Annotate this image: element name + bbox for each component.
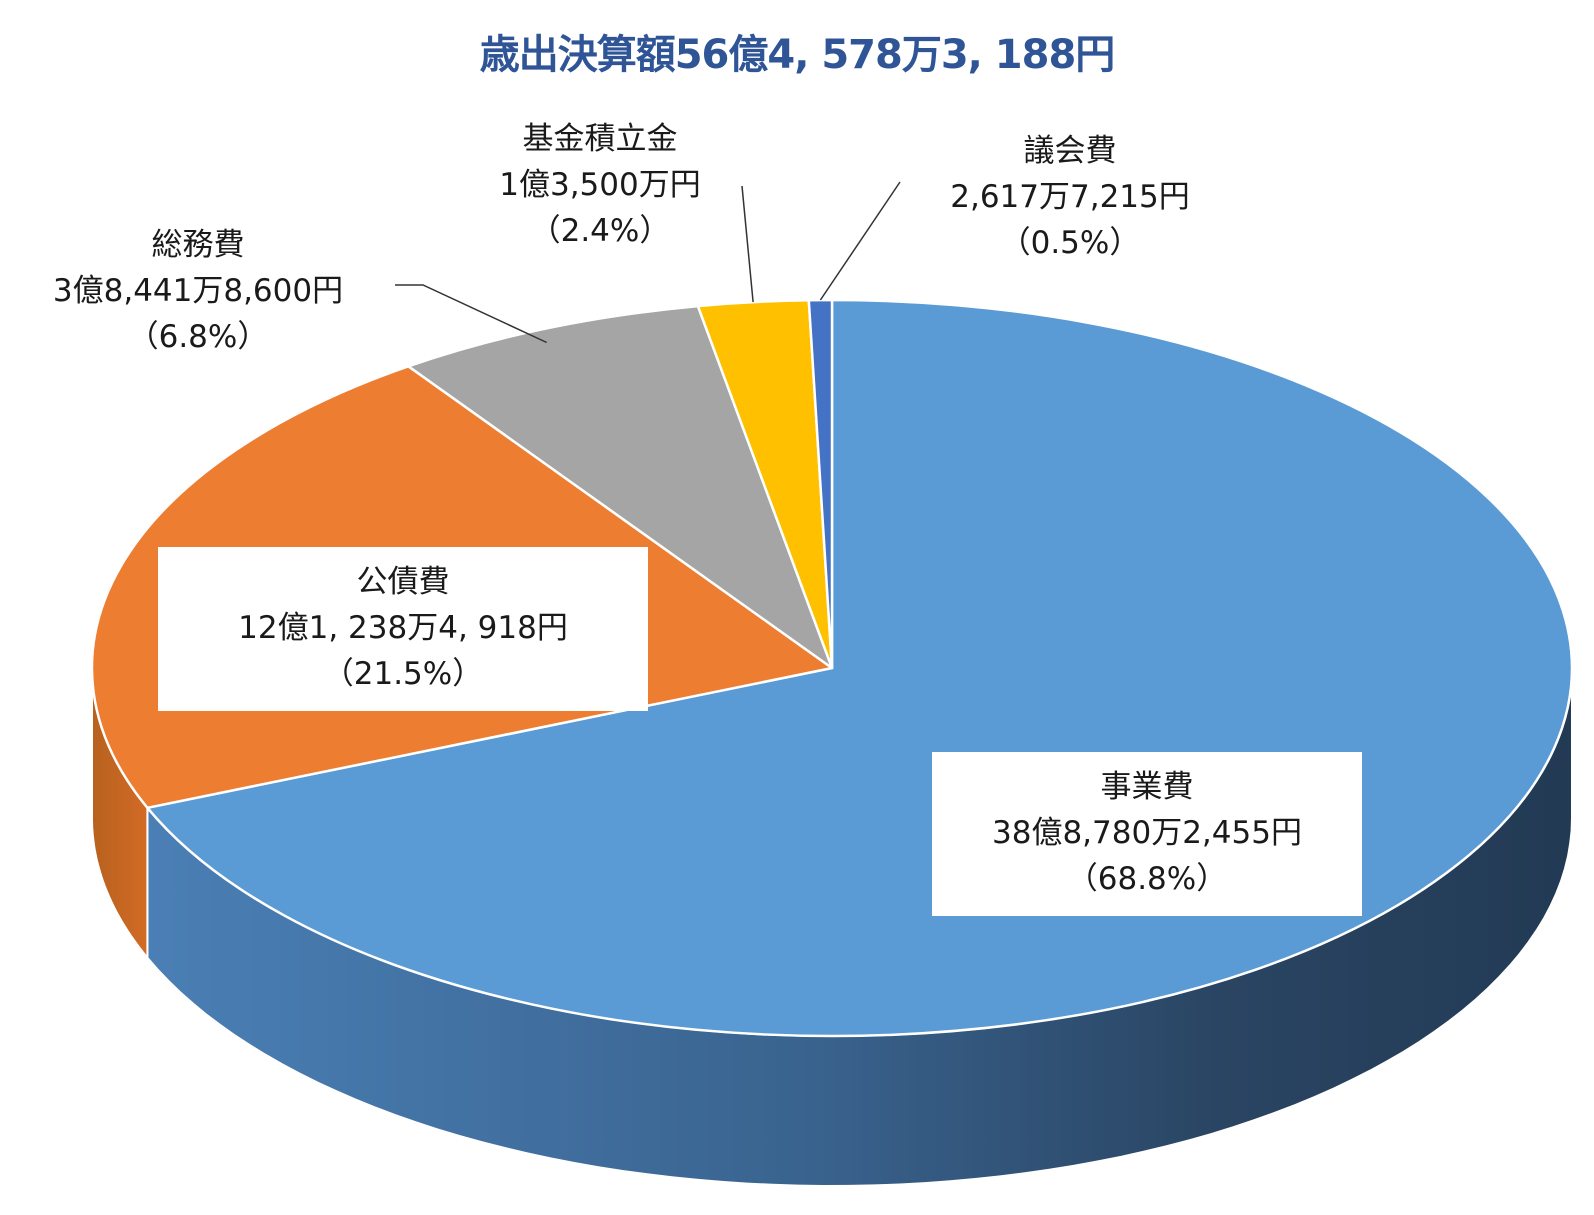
chart-title: 歳出決算額56億4, 578万3, 188円	[479, 32, 1116, 78]
leader-line-gikaihi	[819, 181, 901, 301]
label-somuhi: 総務費 3億8,441万8,600円 （6.8%）	[8, 222, 388, 360]
label-jigyohi: 事業費 38億8,780万2,455円 （68.8%）	[932, 752, 1362, 916]
label-kosaihi: 公債費 12億1, 238万4, 918円 （21.5%）	[158, 547, 648, 711]
label-somuhi-amount: 3億8,441万8,600円	[52, 273, 344, 309]
label-kikin-percent: （2.4%）	[529, 213, 671, 249]
leader-line-kikin	[741, 185, 754, 303]
label-kosaihi-name: 公債費	[356, 564, 450, 600]
label-somuhi-name: 総務費	[151, 227, 245, 263]
label-kosaihi-amount: 12億1, 238万4, 918円	[238, 610, 568, 646]
label-kikin-amount: 1億3,500万円	[499, 167, 701, 203]
label-kikin: 基金積立金 1億3,500万円 （2.4%）	[450, 116, 750, 254]
label-gikaihi-percent: （0.5%）	[999, 225, 1141, 261]
label-kikin-name: 基金積立金	[522, 121, 678, 157]
label-gikaihi: 議会費 2,617万7,215円 （0.5%）	[910, 128, 1230, 266]
slice-gikaihi	[807, 298, 834, 670]
label-somuhi-percent: （6.8%）	[127, 319, 269, 355]
leader-line-somuhi	[395, 284, 548, 344]
label-gikaihi-amount: 2,617万7,215円	[950, 179, 1190, 215]
label-jigyohi-percent: （68.8%）	[1066, 861, 1228, 897]
label-kosaihi-percent: （21.5%）	[322, 656, 484, 692]
slice-somuhi	[407, 304, 834, 670]
label-gikaihi-name: 議会費	[1023, 133, 1117, 169]
label-jigyohi-amount: 38億8,780万2,455円	[992, 815, 1302, 851]
label-jigyohi-name: 事業費	[1100, 769, 1194, 805]
